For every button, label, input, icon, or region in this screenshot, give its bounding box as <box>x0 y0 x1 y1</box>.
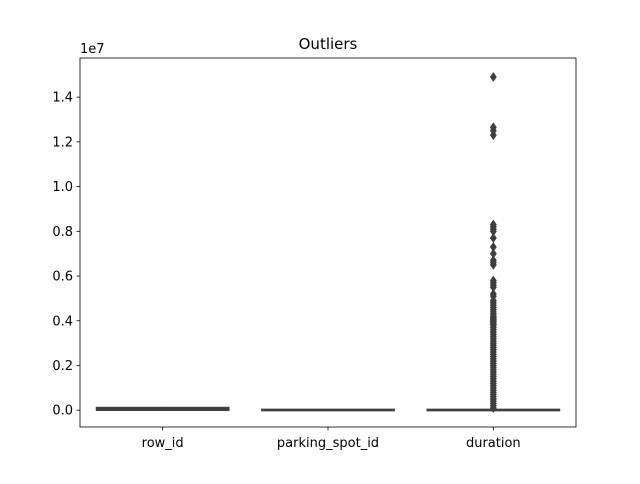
y-tick-label: 0.4 <box>52 314 73 329</box>
y-tick-label: 0.6 <box>52 270 73 285</box>
x-tick-label: row_id <box>142 436 184 451</box>
chart-title: Outliers <box>299 35 358 53</box>
plot-area: 0.0 0.2 0.4 0.6 0.8 1.0 1.2 1.4 row_id parking_sp… <box>52 57 577 451</box>
outlier-point <box>489 71 497 83</box>
outlier-point <box>489 259 497 270</box>
y-tick-label: 0.0 <box>52 404 73 419</box>
y-tick-label: 0.8 <box>52 225 73 240</box>
outlier-point <box>489 232 497 244</box>
y-tick-label: 1.0 <box>52 180 73 195</box>
y-axis-scale-label: 1e7 <box>80 42 105 57</box>
outlier-point <box>489 402 497 414</box>
x-tick-label: duration <box>466 436 521 451</box>
outlier-point <box>489 130 497 141</box>
axes-frame <box>79 57 577 428</box>
x-tick-label: parking_spot_id <box>277 436 379 451</box>
y-tick-label: 1.2 <box>52 135 73 150</box>
y-tick-label: 0.2 <box>52 359 73 374</box>
y-tick-label: 1.4 <box>52 91 73 106</box>
